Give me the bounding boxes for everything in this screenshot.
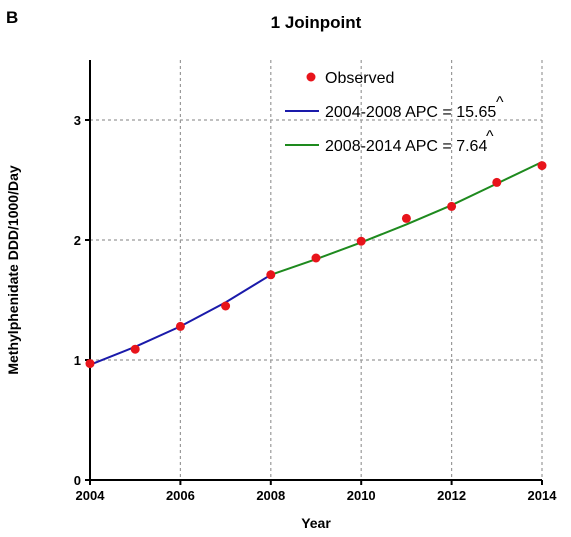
observed-point — [266, 270, 276, 280]
x-tick-label: 2004 — [76, 488, 106, 503]
legend-segment-2-label: 2008-2014 APC = 7.64 — [325, 138, 487, 155]
y-tick-label: 2 — [74, 233, 81, 248]
y-tick-label: 3 — [74, 113, 81, 128]
legend-observed-label: Observed — [325, 70, 394, 87]
observed-point — [311, 253, 321, 263]
observed-point — [221, 301, 231, 311]
legend-observed-marker — [306, 72, 316, 82]
observed-point — [130, 344, 140, 354]
observed-point — [175, 321, 185, 331]
x-tick-label: 2008 — [256, 488, 285, 503]
grid-lines — [90, 60, 543, 480]
x-tick-label: 2010 — [347, 488, 376, 503]
observed-point — [401, 213, 411, 223]
y-tick-label: 1 — [74, 353, 81, 368]
axis-ticks: 2004 2006 2008 2010 2012 2014 0 1 2 3 — [74, 113, 557, 503]
x-axis-label: Year — [301, 515, 331, 531]
x-tick-label: 2012 — [437, 488, 466, 503]
observed-point — [447, 201, 457, 211]
observed-point — [356, 236, 366, 246]
chart-title: 1 Joinpoint — [271, 13, 362, 32]
observed-point — [85, 359, 95, 369]
legend-segment-1-label: 2004-2008 APC = 15.65 — [325, 104, 496, 121]
legend-segment-1-marker: ^ — [496, 94, 504, 111]
panel-label: B — [6, 8, 18, 27]
observed-point — [537, 161, 547, 171]
observed-point — [492, 177, 502, 187]
observed-points — [85, 161, 547, 369]
x-tick-label: 2014 — [528, 488, 558, 503]
series-lines — [89, 161, 543, 366]
legend: Observed 2004-2008 APC = 15.65 ^ 2008-20… — [285, 70, 504, 155]
x-tick-label: 2006 — [166, 488, 195, 503]
y-axis-label: Methylphenidate DDD/1000/Day — [5, 165, 21, 374]
legend-segment-2-marker: ^ — [486, 128, 494, 145]
y-tick-label: 0 — [74, 473, 81, 488]
